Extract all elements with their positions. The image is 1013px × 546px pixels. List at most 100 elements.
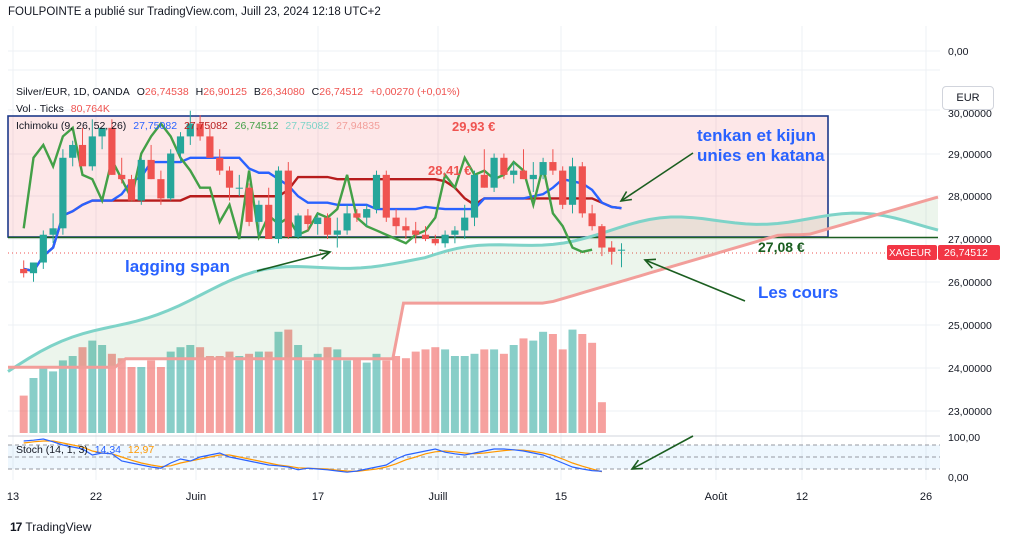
candle-body[interactable]: [519, 170, 528, 180]
candle-body[interactable]: [314, 217, 322, 225]
candle-body[interactable]: [255, 204, 263, 222]
volume-bar: [323, 347, 332, 433]
legend-ichimoku[interactable]: Ichimoku (9, 26, 52, 26) 27,75082 27,750…: [16, 120, 384, 132]
stoch-k-value: 14,34: [94, 444, 121, 456]
candle-body[interactable]: [392, 217, 400, 227]
candle-body[interactable]: [451, 230, 459, 235]
candle-body[interactable]: [598, 226, 606, 248]
volume-bar: [499, 353, 508, 433]
candle-body[interactable]: [167, 153, 175, 199]
last-symbol-label: XAGEUR: [889, 248, 931, 259]
arrow-tenkan-kijun[interactable]: [620, 152, 694, 202]
legend-stoch[interactable]: Stoch (14, 1, 3) 14,34 12,97: [16, 444, 158, 456]
candle-body[interactable]: [225, 170, 234, 188]
candle-body[interactable]: [39, 234, 47, 263]
candle-body[interactable]: [480, 174, 488, 188]
candle-body[interactable]: [304, 215, 312, 225]
candle-body[interactable]: [431, 239, 439, 244]
candle-body[interactable]: [20, 268, 28, 274]
candle-body[interactable]: [490, 157, 498, 188]
candle-body[interactable]: [235, 187, 243, 189]
candle-body[interactable]: [176, 136, 185, 154]
candle-body[interactable]: [127, 179, 136, 201]
arrow-lagging-span[interactable]: [256, 251, 331, 272]
volume-bar: [39, 367, 48, 433]
volume-bar: [333, 349, 342, 433]
candle-body[interactable]: [98, 127, 106, 137]
candle-body[interactable]: [353, 213, 361, 218]
volume-bar: [578, 334, 587, 433]
candle-body[interactable]: [382, 174, 390, 218]
candle-body[interactable]: [588, 213, 596, 227]
arrow-les-cours-head: [643, 258, 657, 269]
candle-body[interactable]: [157, 179, 165, 199]
candle-body[interactable]: [186, 123, 194, 137]
candle-body[interactable]: [69, 144, 77, 158]
candle-body[interactable]: [461, 217, 469, 231]
volume-bar: [392, 356, 401, 433]
candle-body[interactable]: [59, 157, 67, 229]
candle-body[interactable]: [78, 144, 87, 167]
arrow-les-cours[interactable]: [644, 259, 746, 302]
candle-body[interactable]: [137, 159, 145, 201]
candle-body[interactable]: [372, 174, 381, 210]
candle-body[interactable]: [147, 159, 155, 180]
candle-body[interactable]: [343, 213, 351, 231]
volume-bar: [294, 345, 303, 433]
time-axis-label: 17: [312, 491, 324, 503]
candle-body[interactable]: [500, 157, 508, 175]
candle-body[interactable]: [118, 174, 126, 180]
last-price-label: 26,74512: [944, 247, 988, 259]
volume-bar: [431, 347, 440, 433]
annotation-top-price: 29,93 €: [452, 119, 495, 134]
candle-body[interactable]: [617, 249, 626, 251]
candle-body[interactable]: [529, 174, 537, 180]
candle-body[interactable]: [568, 166, 577, 205]
candle-body[interactable]: [539, 162, 547, 175]
legend-volume[interactable]: Vol · Ticks 80,764K: [16, 103, 114, 115]
candle-body[interactable]: [274, 170, 283, 239]
arrow-stoch[interactable]: [631, 435, 694, 470]
volume-bar: [450, 356, 459, 433]
candle-body[interactable]: [421, 234, 430, 239]
candle-body[interactable]: [578, 166, 586, 214]
candle-body[interactable]: [49, 228, 57, 235]
candle-body[interactable]: [323, 217, 332, 235]
currency-button[interactable]: EUR: [942, 86, 994, 110]
volume-bar: [156, 367, 165, 433]
candle-body[interactable]: [196, 123, 204, 137]
candle-body[interactable]: [284, 170, 292, 237]
volume-bar: [421, 349, 430, 433]
candle-body[interactable]: [265, 204, 273, 239]
candle-body[interactable]: [363, 209, 371, 218]
candle-body[interactable]: [510, 170, 518, 175]
candle-body[interactable]: [549, 162, 557, 171]
candle-body[interactable]: [206, 136, 214, 158]
candle-body[interactable]: [470, 174, 479, 218]
time-axis-label: 15: [555, 491, 567, 503]
volume-bar: [519, 338, 528, 433]
candle-body[interactable]: [608, 247, 616, 252]
candle-body[interactable]: [294, 215, 302, 237]
symbol-title[interactable]: Silver/EUR, 1D, OANDA: [16, 86, 130, 98]
candle-body[interactable]: [402, 226, 410, 231]
volume-bar: [529, 340, 538, 433]
publisher-line: FOULPOINTE a publié sur TradingView.com,…: [8, 6, 381, 18]
candle-body[interactable]: [29, 262, 38, 274]
candle-body[interactable]: [333, 230, 341, 235]
candle-body[interactable]: [559, 170, 567, 205]
senkou-span-b-line: [8, 195, 939, 369]
ichimoku-lagging-value: 26,74512: [234, 120, 279, 132]
candle-body[interactable]: [216, 157, 224, 171]
low-value: 26,34080: [260, 86, 305, 98]
candle-body[interactable]: [108, 127, 116, 175]
tradingview-brand[interactable]: 17 TradingView: [10, 520, 91, 534]
volume-bar: [588, 342, 597, 433]
candle-body[interactable]: [88, 136, 96, 167]
candle-body[interactable]: [245, 187, 253, 222]
open-label: O: [136, 86, 145, 98]
candle-body[interactable]: [441, 234, 449, 244]
candle-body[interactable]: [412, 230, 420, 235]
volume-bar: [509, 345, 518, 433]
